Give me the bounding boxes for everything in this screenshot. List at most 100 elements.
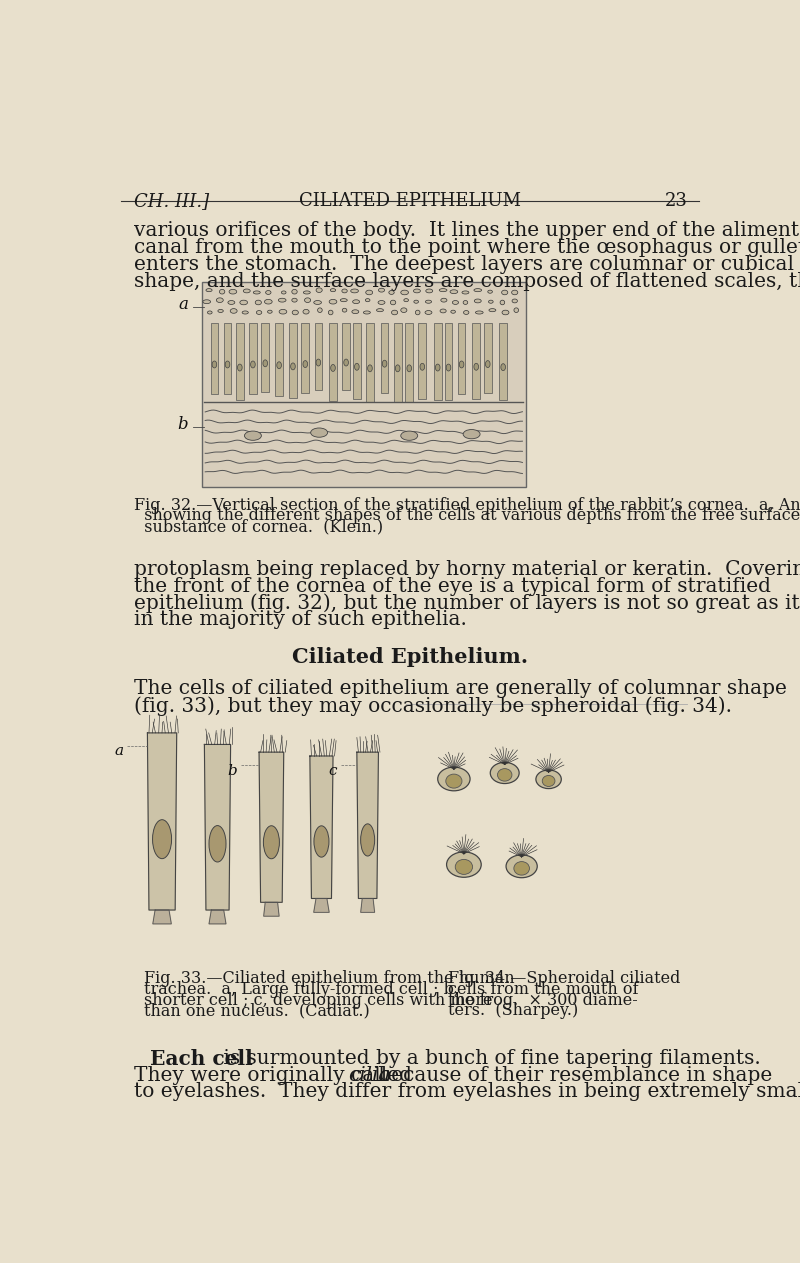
Ellipse shape	[361, 823, 374, 856]
Polygon shape	[147, 733, 177, 911]
Ellipse shape	[401, 431, 418, 441]
Ellipse shape	[209, 826, 226, 863]
Ellipse shape	[363, 311, 370, 314]
Ellipse shape	[305, 298, 310, 302]
Bar	[302, 322, 309, 393]
Ellipse shape	[342, 308, 347, 312]
Text: Ciliated Epithelium.: Ciliated Epithelium.	[292, 647, 528, 667]
Ellipse shape	[378, 301, 385, 304]
Ellipse shape	[250, 361, 255, 368]
Polygon shape	[357, 753, 378, 898]
Ellipse shape	[391, 311, 398, 314]
Ellipse shape	[292, 289, 297, 294]
Bar	[329, 322, 337, 402]
Ellipse shape	[350, 289, 358, 293]
Bar	[499, 322, 507, 399]
Ellipse shape	[414, 301, 418, 303]
Ellipse shape	[243, 289, 250, 293]
Ellipse shape	[318, 308, 322, 312]
Text: cilia: cilia	[349, 1066, 390, 1085]
Bar	[353, 322, 361, 399]
Ellipse shape	[512, 290, 518, 294]
Ellipse shape	[463, 429, 480, 438]
Ellipse shape	[352, 309, 358, 313]
Ellipse shape	[330, 365, 335, 371]
Ellipse shape	[219, 289, 225, 294]
Text: than one nucleus.  (Cadiat.): than one nucleus. (Cadiat.)	[144, 1003, 370, 1019]
Ellipse shape	[240, 301, 247, 304]
Text: (fig. 33), but they may occasionally be spheroidal (fig. 34).: (fig. 33), but they may occasionally be …	[134, 696, 732, 716]
Polygon shape	[310, 757, 333, 898]
Polygon shape	[361, 898, 374, 912]
Text: in the majority of such epithelia.: in the majority of such epithelia.	[134, 610, 467, 629]
Ellipse shape	[420, 364, 425, 370]
Ellipse shape	[536, 770, 562, 788]
Ellipse shape	[254, 290, 260, 294]
Ellipse shape	[277, 361, 282, 369]
Ellipse shape	[212, 361, 217, 368]
Text: Fig. 34.—Spheroidal ciliated: Fig. 34.—Spheroidal ciliated	[449, 970, 681, 988]
Bar	[381, 322, 389, 393]
Ellipse shape	[342, 289, 347, 293]
Text: canal from the mouth to the point where the œsophagus or gullet: canal from the mouth to the point where …	[134, 237, 800, 256]
Ellipse shape	[440, 309, 446, 313]
Bar	[434, 322, 442, 400]
Ellipse shape	[216, 298, 223, 302]
Ellipse shape	[463, 311, 469, 314]
Ellipse shape	[414, 289, 420, 293]
Text: enters the stomach.  The deepest layers are columnar or cubical in: enters the stomach. The deepest layers a…	[134, 255, 800, 274]
Ellipse shape	[462, 290, 469, 294]
Ellipse shape	[267, 311, 272, 313]
Ellipse shape	[366, 290, 373, 294]
Ellipse shape	[489, 308, 496, 312]
Ellipse shape	[502, 311, 509, 314]
Ellipse shape	[389, 290, 394, 294]
Text: various orifices of the body.  It lines the upper end of the alimentary: various orifices of the body. It lines t…	[134, 221, 800, 240]
Ellipse shape	[229, 289, 237, 294]
Text: The cells of ciliated epithelium are generally of columnar shape: The cells of ciliated epithelium are gen…	[134, 679, 787, 698]
Ellipse shape	[310, 428, 328, 437]
Bar	[366, 322, 374, 402]
Ellipse shape	[279, 309, 287, 314]
Ellipse shape	[404, 298, 409, 302]
Bar	[472, 322, 480, 399]
Ellipse shape	[366, 298, 370, 302]
Text: a: a	[178, 296, 188, 312]
Text: substance of cornea.  (Klein.): substance of cornea. (Klein.)	[134, 518, 383, 536]
Ellipse shape	[490, 763, 519, 783]
Bar	[406, 322, 413, 402]
Ellipse shape	[474, 364, 478, 370]
Ellipse shape	[292, 298, 297, 302]
Bar	[202, 283, 526, 486]
Ellipse shape	[316, 359, 321, 366]
Ellipse shape	[450, 289, 458, 293]
Ellipse shape	[255, 301, 262, 304]
Ellipse shape	[446, 774, 462, 788]
Text: the front of the cornea of the eye is a typical form of stratified: the front of the cornea of the eye is a …	[134, 577, 771, 596]
Bar	[262, 322, 269, 392]
Polygon shape	[205, 744, 230, 911]
Polygon shape	[153, 911, 171, 923]
Ellipse shape	[486, 361, 490, 368]
Ellipse shape	[498, 769, 512, 781]
Ellipse shape	[226, 361, 230, 368]
Text: b: b	[178, 417, 188, 433]
Ellipse shape	[542, 775, 555, 787]
Text: shorter cell ; c, developing cells with more: shorter cell ; c, developing cells with …	[144, 991, 493, 1009]
Text: Fig. 33.—Ciliated epithelium from the human: Fig. 33.—Ciliated epithelium from the hu…	[144, 970, 515, 988]
Text: the frog.  × 300 diame-: the frog. × 300 diame-	[449, 991, 638, 1009]
Text: ters.  (Sharpey.): ters. (Sharpey.)	[449, 1003, 578, 1019]
Ellipse shape	[489, 301, 493, 303]
Ellipse shape	[463, 301, 468, 304]
Bar	[342, 322, 350, 390]
Ellipse shape	[401, 290, 409, 294]
Ellipse shape	[303, 309, 309, 314]
Ellipse shape	[425, 311, 432, 314]
Bar	[249, 322, 257, 394]
Ellipse shape	[263, 360, 267, 366]
Text: showing the different shapes of the cells at various depths from the free surfac: showing the different shapes of the cell…	[134, 508, 800, 524]
Text: Each cell: Each cell	[150, 1048, 253, 1068]
Ellipse shape	[153, 820, 171, 859]
Ellipse shape	[446, 851, 482, 878]
Ellipse shape	[290, 362, 295, 370]
